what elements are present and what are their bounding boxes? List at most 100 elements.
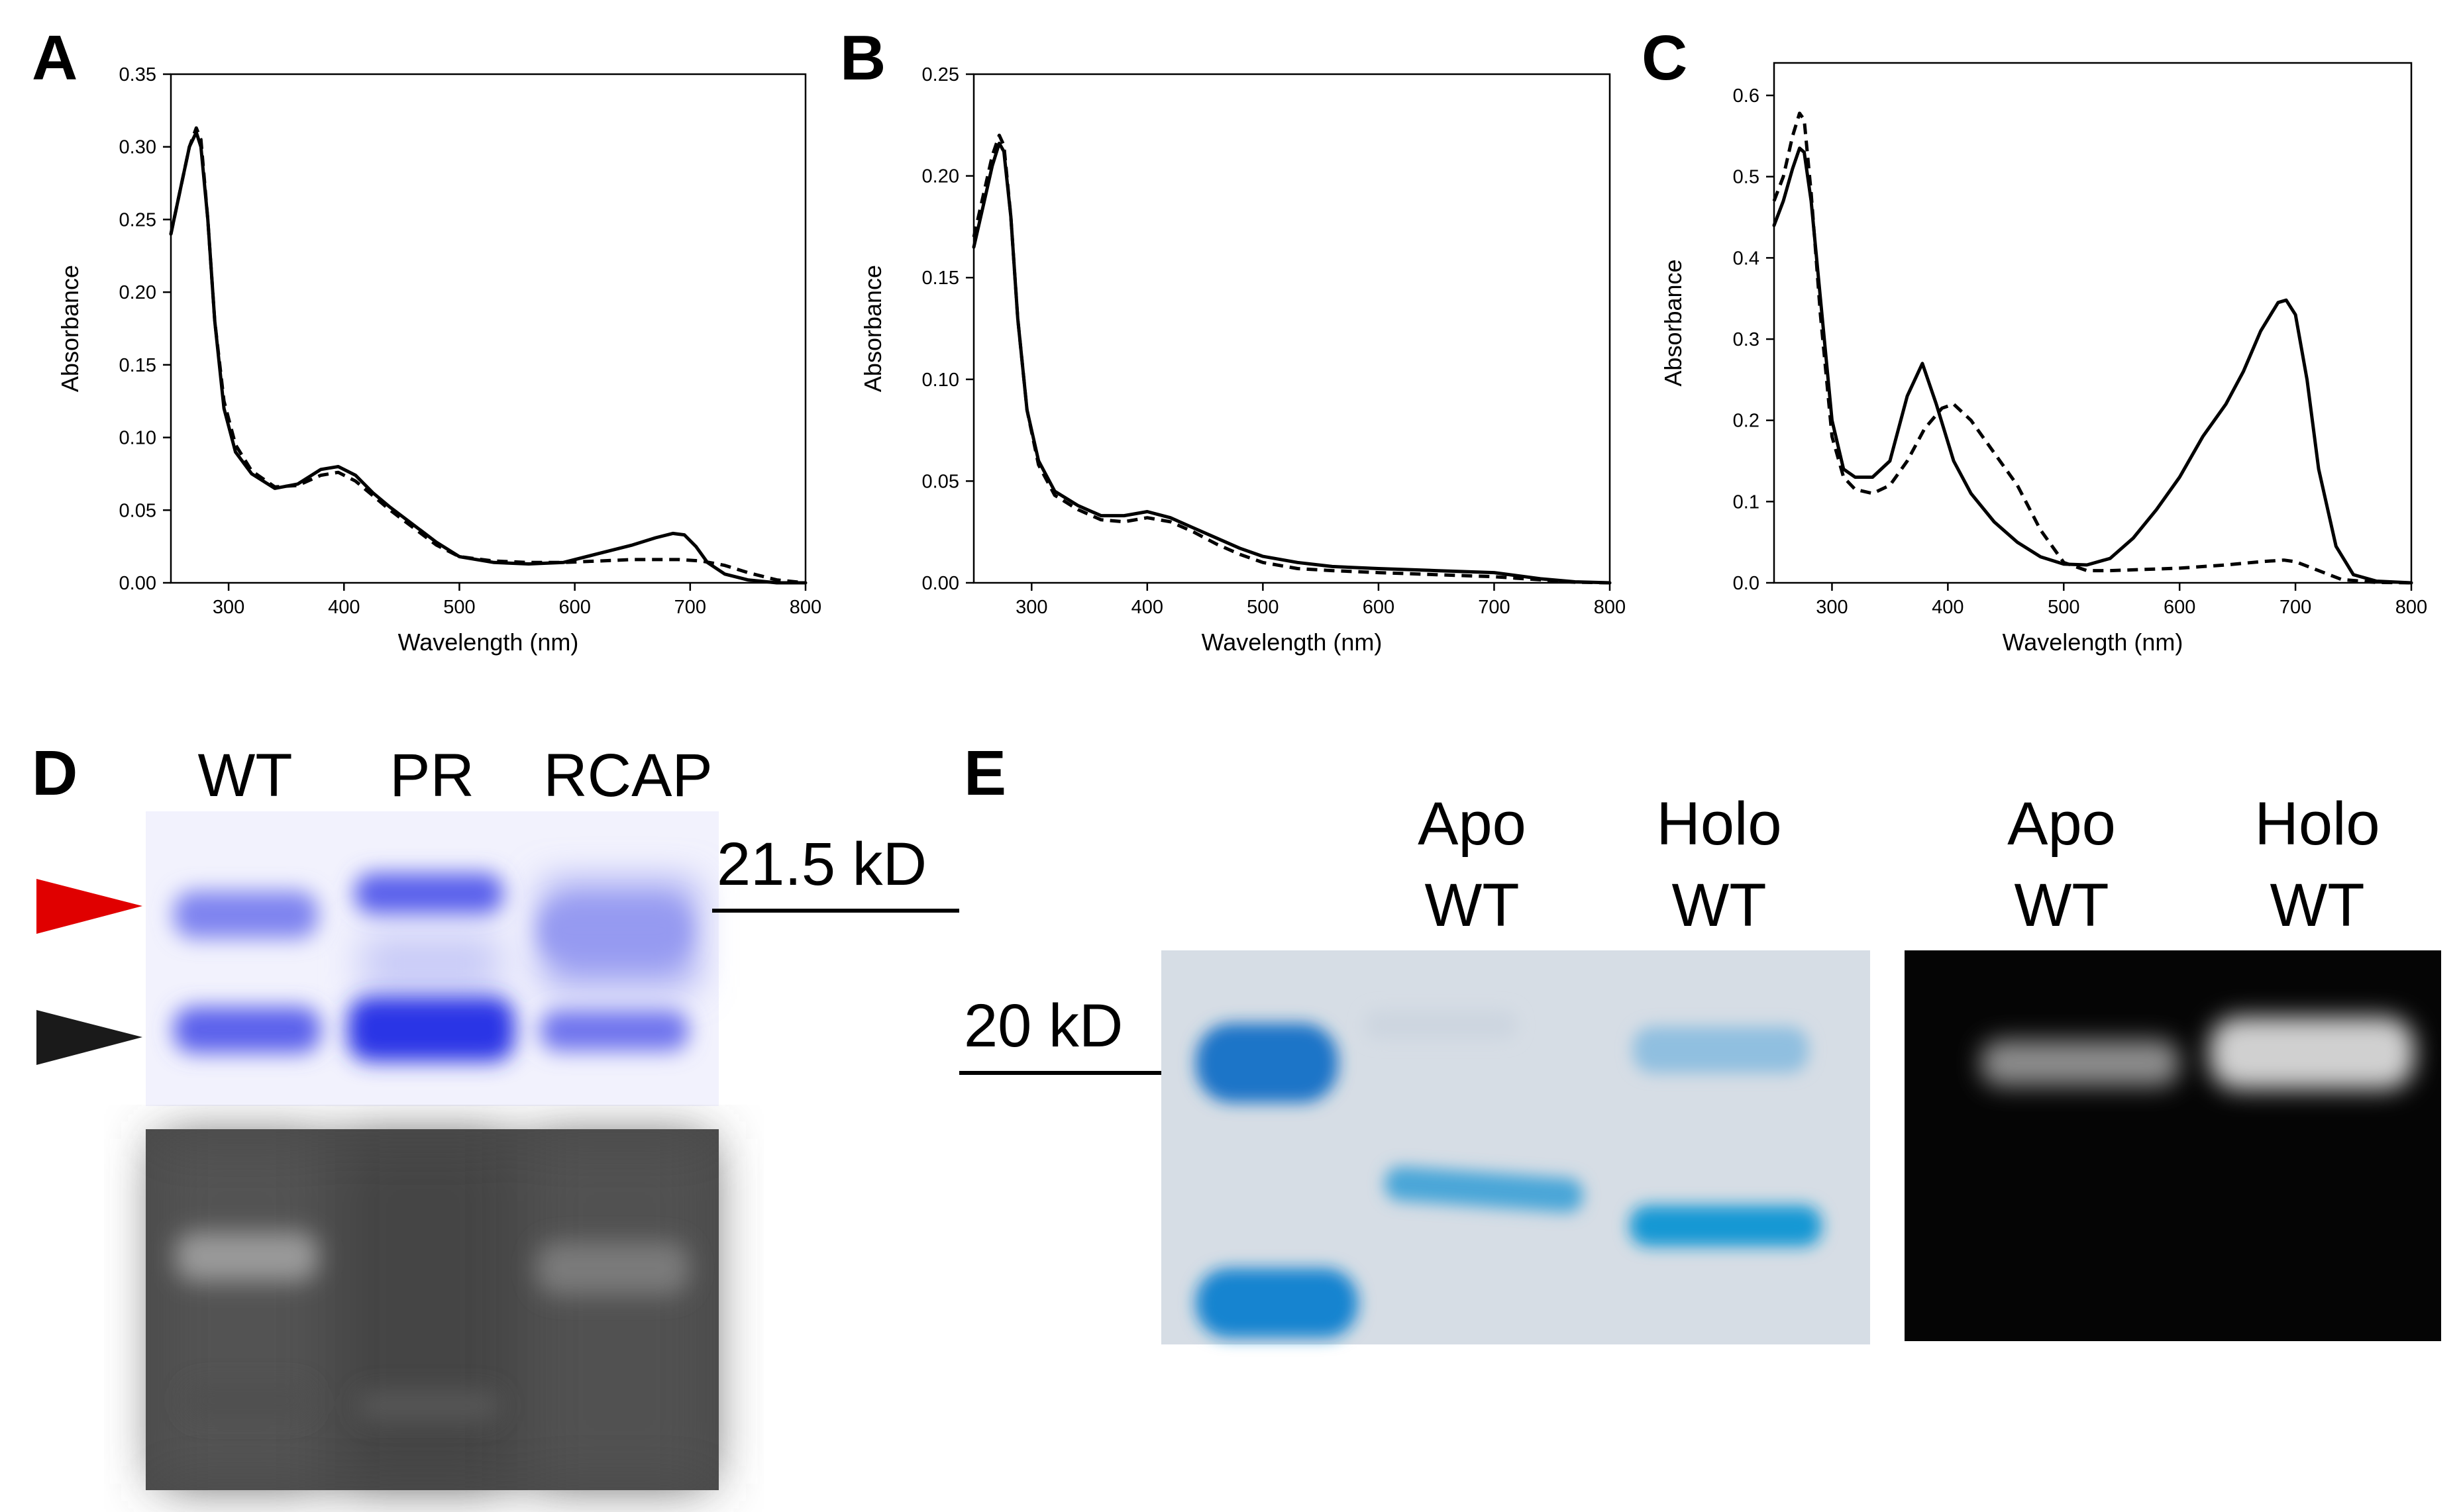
y-tick-label: 0.35 bbox=[119, 64, 156, 85]
panel-letter-e: E bbox=[964, 738, 1006, 809]
y-tick-label: 0.05 bbox=[119, 500, 156, 521]
x-tick-label: 800 bbox=[790, 597, 821, 618]
marker-label-21-5kd: 21.5 kD bbox=[717, 831, 927, 898]
band-d-wt-lower bbox=[174, 1007, 321, 1053]
x-axis-title: Wavelength (nm) bbox=[1202, 629, 1383, 656]
x-tick-label: 400 bbox=[1131, 597, 1163, 618]
ladder-band-lower bbox=[1196, 1268, 1358, 1338]
marker-label-20kd: 20 kD bbox=[964, 992, 1123, 1060]
y-tick-label: 0.25 bbox=[922, 64, 959, 85]
y-tick-label: 0.1 bbox=[1733, 491, 1759, 513]
y-tick-label: 0.00 bbox=[119, 573, 156, 594]
x-tick-label: 500 bbox=[443, 597, 475, 618]
y-tick-label: 0.4 bbox=[1733, 248, 1759, 269]
y-tick-label: 0.15 bbox=[119, 355, 156, 376]
fluor-band-e-holo bbox=[2209, 1017, 2415, 1089]
plot-frame bbox=[972, 73, 1611, 584]
x-tick-label: 800 bbox=[2395, 597, 2427, 618]
band-e-holo-upper bbox=[1633, 1027, 1808, 1073]
dashed-series-line bbox=[169, 126, 806, 585]
x-axis-title: Wavelength (nm) bbox=[398, 629, 579, 656]
fluor-smear-d-wt bbox=[185, 1384, 311, 1417]
fluor-lane-label-holo-line2: WT bbox=[2270, 872, 2364, 939]
lane-label-apo-line1: Apo bbox=[1418, 790, 1526, 858]
fluor-band-e-apo bbox=[1981, 1040, 2179, 1086]
panel-d: WT PR RCAP 21.5 kD bbox=[36, 742, 959, 1490]
band-d-pr-upper bbox=[354, 873, 503, 914]
panel-letter-a: A bbox=[32, 23, 78, 93]
lane-label-wt: WT bbox=[197, 742, 292, 809]
y-tick-label: 0.10 bbox=[922, 370, 959, 391]
band-d-rcap-lower bbox=[540, 1010, 689, 1051]
x-tick-label: 700 bbox=[1478, 597, 1510, 618]
x-tick-label: 400 bbox=[1932, 597, 1964, 618]
fluor-band-d-wt bbox=[176, 1232, 318, 1282]
lane-label-apo-line2: WT bbox=[1424, 872, 1519, 939]
y-tick-label: 0.3 bbox=[1733, 329, 1759, 350]
y-tick-label: 0.05 bbox=[922, 471, 959, 492]
band-d-wt-upper bbox=[174, 891, 318, 938]
x-tick-label: 500 bbox=[2048, 597, 2079, 618]
coomassie-gel-e bbox=[1161, 950, 1870, 1344]
absorbance-chart-c: 300 400 500 600 700 800 0.0 0.1 0.2 0.3 0.4 0.5 0.6 W… bbox=[1659, 62, 2427, 656]
fluor-lane-label-apo-line1: Apo bbox=[2007, 790, 2116, 858]
x-tick-label: 600 bbox=[558, 597, 590, 618]
y-axis-title: Absorbance bbox=[859, 265, 886, 392]
coomassie-gel-d bbox=[146, 811, 719, 1106]
panel-letter-b: B bbox=[840, 23, 886, 93]
x-tick-label: 600 bbox=[1363, 597, 1394, 618]
y-axis-title: Absorbance bbox=[1659, 259, 1687, 386]
plot-frame bbox=[170, 73, 807, 584]
band-e-apo-lower bbox=[1385, 1166, 1583, 1213]
solid-series-line bbox=[169, 130, 808, 585]
fluor-lane-label-holo-line1: Holo bbox=[2254, 790, 2380, 858]
fluorescence-gel-d bbox=[146, 1129, 719, 1490]
x-tick-label: 300 bbox=[1016, 597, 1047, 618]
y-tick-label: 0.20 bbox=[922, 166, 959, 187]
band-d-rcap-upper bbox=[540, 904, 689, 957]
dashed-series-line bbox=[972, 133, 1610, 585]
fluor-lane-label-apo-line2: WT bbox=[2014, 872, 2109, 939]
panel-e: Apo WT Holo WT Apo WT Holo WT 20 kD bbox=[959, 790, 2441, 1344]
fluor-band-d-pr bbox=[358, 1391, 500, 1421]
x-tick-label: 600 bbox=[2164, 597, 2195, 618]
x-axis-title: Wavelength (nm) bbox=[2003, 629, 2183, 656]
x-tick-label: 800 bbox=[1594, 597, 1626, 618]
y-axis-title: Absorbance bbox=[56, 265, 83, 392]
x-tick-label: 400 bbox=[328, 597, 360, 618]
lane-label-holo-line2: WT bbox=[1671, 872, 1766, 939]
solid-series-line bbox=[1772, 146, 2413, 585]
fluor-e-background bbox=[1905, 950, 2441, 1341]
y-tick-label: 0.30 bbox=[119, 137, 156, 158]
band-e-apo-faint bbox=[1365, 1010, 1517, 1040]
red-arrow-icon bbox=[36, 879, 142, 934]
y-tick-label: 0.5 bbox=[1733, 167, 1759, 188]
y-tick-label: 0.6 bbox=[1733, 85, 1759, 107]
x-tick-label: 300 bbox=[213, 597, 244, 618]
y-tick-label: 0.00 bbox=[922, 573, 959, 594]
panel-letter-c: C bbox=[1642, 23, 1687, 93]
band-e-holo-lower bbox=[1630, 1205, 1822, 1246]
y-tick-label: 0.25 bbox=[119, 209, 156, 230]
lane-label-pr: PR bbox=[390, 742, 474, 809]
lane-label-holo-line1: Holo bbox=[1656, 790, 1781, 858]
plot-frame bbox=[1773, 62, 2413, 584]
absorbance-chart-a: 300 400 500 600 700 800 0.00 0.05 0.10 0.15 0.20 0.… bbox=[56, 64, 821, 656]
panel-letter-d: D bbox=[32, 738, 78, 809]
y-tick-label: 0.2 bbox=[1733, 411, 1759, 432]
fluor-band-d-rcap bbox=[537, 1242, 689, 1295]
black-arrow-icon bbox=[36, 1010, 142, 1065]
y-tick-label: 0.10 bbox=[119, 428, 156, 449]
band-d-pr-lower bbox=[348, 997, 515, 1062]
ladder-band-20kd bbox=[1196, 1023, 1338, 1103]
solid-series-line bbox=[972, 141, 1612, 585]
y-tick-label: 0.15 bbox=[922, 268, 959, 289]
y-tick-label: 0.20 bbox=[119, 282, 156, 303]
lane-label-rcap: RCAP bbox=[543, 742, 713, 809]
dashed-series-line bbox=[1772, 111, 2412, 585]
y-tick-label: 0.0 bbox=[1733, 573, 1759, 594]
absorbance-chart-b: 300 400 500 600 700 800 0.00 0.05 0.10 0.15 0.20 0.… bbox=[859, 64, 1626, 656]
x-tick-label: 500 bbox=[1247, 597, 1279, 618]
x-tick-label: 700 bbox=[674, 597, 706, 618]
